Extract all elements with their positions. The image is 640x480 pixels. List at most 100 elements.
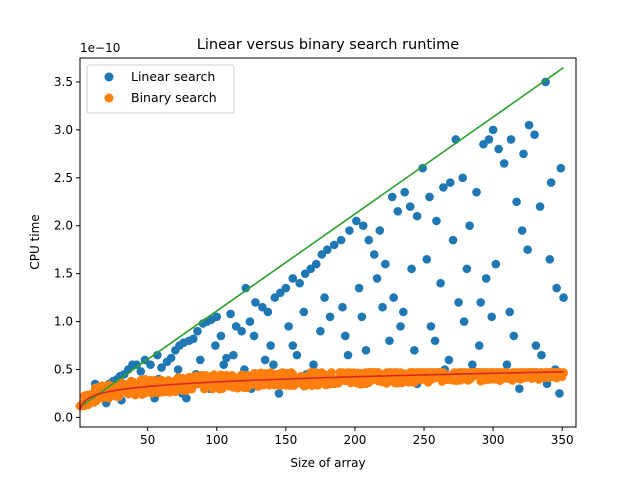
linear-search-point bbox=[211, 341, 220, 350]
x-tick-label: 300 bbox=[482, 433, 505, 447]
linear-search-point bbox=[458, 173, 468, 183]
linear-search-point bbox=[354, 283, 364, 293]
legend: Linear search Binary search bbox=[86, 64, 235, 114]
linear-search-point bbox=[195, 355, 205, 365]
linear-search-point bbox=[405, 202, 415, 211]
legend-label-binary: Binary search bbox=[131, 90, 217, 105]
linear-search-point bbox=[316, 326, 325, 336]
linear-search-point bbox=[288, 341, 298, 350]
linear-search-point bbox=[381, 259, 390, 269]
linear-search-point bbox=[146, 360, 155, 370]
linear-search-point bbox=[422, 254, 432, 264]
linear-search-point bbox=[274, 389, 284, 398]
linear-search-point bbox=[445, 178, 455, 187]
linear-search-point bbox=[537, 350, 546, 360]
linear-search-point bbox=[472, 187, 481, 197]
linear-search-point bbox=[343, 350, 353, 360]
linear-search-point bbox=[400, 187, 409, 197]
linear-search-point bbox=[559, 293, 568, 302]
linear-search-point bbox=[212, 312, 222, 322]
linear-search-point bbox=[263, 307, 273, 317]
linear-search-point bbox=[361, 346, 371, 355]
linear-search-point bbox=[329, 240, 339, 250]
linear-search-point bbox=[517, 226, 527, 235]
linear-fit-line bbox=[79, 66, 565, 408]
y-tick-label: 1.0 bbox=[54, 315, 73, 329]
linear-search-point bbox=[299, 307, 309, 317]
linear-search-point bbox=[474, 341, 484, 350]
linear-search-point bbox=[418, 163, 427, 173]
linear-search-point bbox=[358, 221, 368, 231]
linear-search-point bbox=[357, 312, 367, 322]
y-tick-label: 3.5 bbox=[54, 75, 73, 89]
x-tick-label: 100 bbox=[205, 433, 228, 447]
y-tick-label: 3.0 bbox=[54, 123, 73, 137]
linear-search-point bbox=[182, 393, 191, 403]
linear-search-point bbox=[389, 293, 398, 302]
linear-search-point bbox=[266, 341, 275, 350]
linear-search-point bbox=[219, 360, 228, 370]
linear-search-point bbox=[436, 278, 445, 288]
linear-search-point bbox=[488, 125, 498, 135]
binary-search-point bbox=[559, 368, 568, 378]
linear-search-point bbox=[530, 130, 539, 139]
legend-marker-linear bbox=[104, 72, 114, 82]
y-axis-label: CPU time bbox=[28, 214, 42, 269]
binary-search-point bbox=[327, 368, 336, 377]
x-tick-label: 150 bbox=[274, 433, 297, 447]
linear-search-point bbox=[132, 360, 141, 370]
linear-search-point bbox=[448, 235, 458, 245]
linear-search-point bbox=[338, 302, 347, 312]
linear-search-point bbox=[336, 235, 346, 245]
linear-search-point bbox=[465, 221, 474, 231]
linear-search-point bbox=[454, 298, 463, 307]
linear-search-point bbox=[245, 317, 255, 326]
linear-search-point bbox=[396, 322, 405, 331]
linear-search-point bbox=[439, 183, 448, 192]
linear-search-point bbox=[153, 350, 162, 360]
linear-search-point bbox=[251, 298, 260, 307]
linear-search-point bbox=[523, 245, 532, 254]
linear-search-point bbox=[505, 307, 514, 317]
x-axis-label: Size of array bbox=[290, 456, 365, 470]
linear-search-point bbox=[393, 207, 403, 216]
linear-search-point bbox=[407, 264, 416, 274]
linear-search-point bbox=[378, 302, 387, 312]
linear-search-point bbox=[292, 350, 302, 360]
linear-search-point bbox=[398, 307, 408, 317]
linear-search-point bbox=[484, 135, 494, 144]
x-tick-label: 50 bbox=[140, 433, 155, 447]
linear-search-point bbox=[524, 120, 534, 130]
linear-search-point bbox=[166, 353, 176, 363]
linear-search-point bbox=[237, 326, 246, 336]
linear-search-point bbox=[325, 312, 335, 322]
linear-search-point bbox=[499, 159, 509, 168]
linear-search-point bbox=[320, 293, 329, 302]
legend-box bbox=[86, 64, 235, 114]
linear-search-point bbox=[426, 322, 436, 331]
linear-search-point bbox=[157, 363, 166, 372]
linear-search-point bbox=[555, 389, 564, 398]
linear-search-point bbox=[506, 135, 516, 144]
y-tick-label: 0.0 bbox=[54, 410, 73, 424]
linear-search-point bbox=[385, 336, 394, 346]
linear-search-point bbox=[269, 360, 278, 370]
linear-search-point bbox=[515, 384, 524, 393]
y-tick-label: 0.5 bbox=[54, 362, 73, 376]
linear-search-point bbox=[535, 202, 545, 211]
linear-search-point bbox=[387, 192, 397, 202]
linear-search-point bbox=[372, 274, 382, 283]
linear-search-point bbox=[193, 326, 202, 336]
linear-search-point bbox=[369, 250, 379, 259]
linear-search-point bbox=[509, 331, 519, 341]
linear-search-point bbox=[494, 144, 503, 154]
linear-search-point bbox=[556, 163, 566, 173]
linear-search-point bbox=[444, 355, 454, 365]
linear-search-point bbox=[173, 365, 183, 374]
linear-search-point bbox=[462, 264, 472, 274]
linear-search-point bbox=[375, 226, 385, 235]
linear-search-point bbox=[541, 77, 550, 87]
linear-search-point bbox=[216, 331, 226, 341]
linear-search-point bbox=[226, 309, 235, 319]
linear-search-point bbox=[459, 317, 469, 326]
